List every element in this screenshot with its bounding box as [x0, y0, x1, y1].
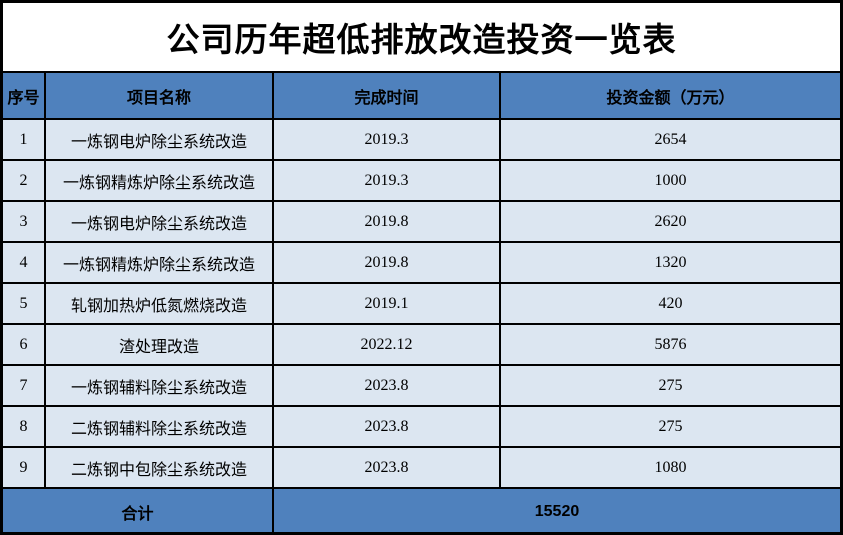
- cell-time: 2019.3: [272, 159, 501, 202]
- header-row: 序号 项目名称 完成时间 投资金额（万元）: [3, 71, 840, 120]
- cell-amount: 5876: [499, 323, 840, 366]
- table-row: 4 一炼钢精炼炉除尘系统改造 2019.8 1320: [3, 241, 840, 284]
- cell-amount: 275: [499, 405, 840, 448]
- cell-time: 2019.8: [272, 200, 501, 243]
- cell-project: 渣处理改造: [44, 323, 274, 366]
- cell-time: 2023.8: [272, 364, 501, 407]
- cell-amount: 1080: [499, 446, 840, 489]
- cell-amount: 1320: [499, 241, 840, 284]
- cell-seq: 9: [3, 446, 46, 489]
- table-row: 9 二炼钢中包除尘系统改造 2023.8 1080: [3, 446, 840, 489]
- cell-seq: 6: [3, 323, 46, 366]
- page-title: 公司历年超低排放改造投资一览表: [3, 3, 840, 71]
- table-row: 6 渣处理改造 2022.12 5876: [3, 323, 840, 366]
- cell-amount: 1000: [499, 159, 840, 202]
- cell-project: 一炼钢精炼炉除尘系统改造: [44, 241, 274, 284]
- cell-seq: 5: [3, 282, 46, 325]
- cell-time: 2019.8: [272, 241, 501, 284]
- total-row: 合计 15520: [3, 487, 840, 532]
- cell-seq: 4: [3, 241, 46, 284]
- table-row: 3 一炼钢电炉除尘系统改造 2019.8 2620: [3, 200, 840, 243]
- cell-seq: 1: [3, 118, 46, 161]
- col-header-seq: 序号: [3, 71, 46, 120]
- col-header-project: 项目名称: [44, 71, 274, 120]
- col-header-time: 完成时间: [272, 71, 501, 120]
- cell-project: 二炼钢中包除尘系统改造: [44, 446, 274, 489]
- cell-time: 2022.12: [272, 323, 501, 366]
- cell-time: 2019.1: [272, 282, 501, 325]
- cell-project: 一炼钢电炉除尘系统改造: [44, 118, 274, 161]
- cell-seq: 2: [3, 159, 46, 202]
- table-row: 5 轧钢加热炉低氮燃烧改造 2019.1 420: [3, 282, 840, 325]
- cell-seq: 3: [3, 200, 46, 243]
- cell-time: 2019.3: [272, 118, 501, 161]
- table-row: 1 一炼钢电炉除尘系统改造 2019.3 2654: [3, 118, 840, 161]
- cell-project: 一炼钢精炼炉除尘系统改造: [44, 159, 274, 202]
- table-row: 8 二炼钢辅料除尘系统改造 2023.8 275: [3, 405, 840, 448]
- investment-table: 序号 项目名称 完成时间 投资金额（万元） 1 一炼钢电炉除尘系统改造 2019…: [3, 71, 840, 532]
- cell-amount: 2620: [499, 200, 840, 243]
- table-row: 2 一炼钢精炼炉除尘系统改造 2019.3 1000: [3, 159, 840, 202]
- cell-amount: 420: [499, 282, 840, 325]
- cell-project: 一炼钢电炉除尘系统改造: [44, 200, 274, 243]
- total-amount: 15520: [272, 487, 840, 532]
- col-header-amount: 投资金额（万元）: [499, 71, 840, 120]
- cell-time: 2023.8: [272, 446, 501, 489]
- cell-amount: 2654: [499, 118, 840, 161]
- cell-time: 2023.8: [272, 405, 501, 448]
- cell-amount: 275: [499, 364, 840, 407]
- cell-seq: 7: [3, 364, 46, 407]
- table-row: 7 一炼钢辅料除尘系统改造 2023.8 275: [3, 364, 840, 407]
- cell-project: 一炼钢辅料除尘系统改造: [44, 364, 274, 407]
- cell-project: 二炼钢辅料除尘系统改造: [44, 405, 274, 448]
- cell-project: 轧钢加热炉低氮燃烧改造: [44, 282, 274, 325]
- total-label: 合计: [3, 487, 274, 532]
- cell-seq: 8: [3, 405, 46, 448]
